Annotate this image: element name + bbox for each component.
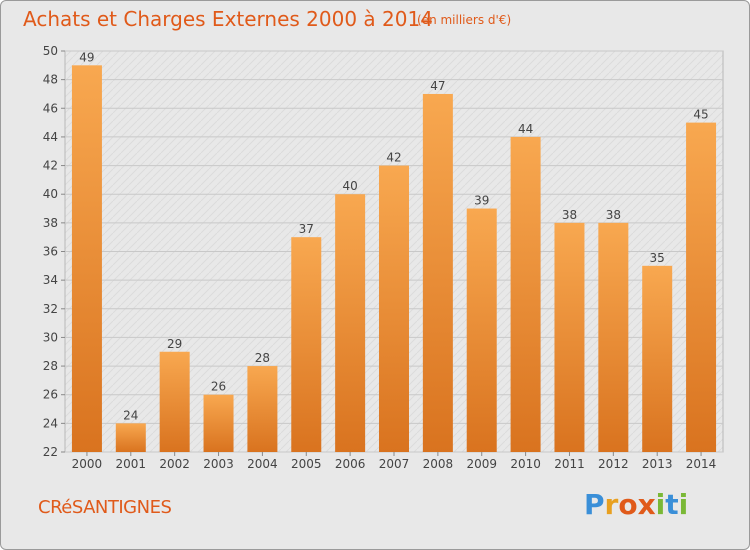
commune-name: CRéSANTIGNES: [38, 497, 172, 518]
logo-letter: t: [665, 488, 679, 521]
bar-2009: [466, 208, 497, 452]
bar-2003: [203, 394, 234, 452]
x-tick-label-2007: 2007: [379, 457, 410, 471]
y-tick-label: 30: [43, 330, 58, 344]
y-tick-label: 40: [43, 187, 58, 201]
y-tick-label: 36: [43, 245, 58, 259]
value-label-2008: 47: [430, 79, 445, 93]
bar-2007: [379, 165, 409, 453]
value-label-2004: 28: [255, 351, 270, 365]
value-label-2000: 49: [79, 50, 94, 64]
value-label-2007: 42: [386, 151, 401, 165]
bar-2014: [686, 122, 717, 452]
bar-2010: [510, 136, 541, 452]
x-tick-label-2002: 2002: [159, 457, 190, 471]
x-tick-label-2001: 2001: [116, 457, 147, 471]
logo-letter: i: [678, 488, 689, 521]
value-label-2002: 29: [167, 337, 182, 351]
logo-letter: x: [637, 488, 656, 521]
value-label-2005: 37: [299, 222, 314, 236]
y-tick-label: 50: [43, 44, 58, 58]
x-tick-label-2013: 2013: [642, 457, 673, 471]
logo-letter: o: [618, 488, 638, 521]
y-tick-label: 28: [43, 359, 58, 373]
value-label-2012: 38: [606, 208, 621, 222]
chart-title: Achats et Charges Externes 2000 à 2014: [23, 7, 433, 31]
y-tick-label: 26: [43, 388, 58, 402]
y-tick-label: 38: [43, 216, 58, 230]
y-tick-label: 48: [43, 73, 58, 87]
logo-letter: r: [604, 488, 619, 521]
bar-2002: [159, 351, 190, 452]
bar-2008: [422, 93, 453, 452]
y-tick-label: 42: [43, 159, 58, 173]
value-label-2014: 45: [693, 108, 708, 122]
bar-2011: [554, 222, 585, 452]
proxiti-logo[interactable]: Proxiti: [584, 488, 688, 521]
value-label-2013: 35: [650, 251, 665, 265]
value-label-2001: 24: [123, 408, 138, 422]
x-tick-label-2004: 2004: [247, 457, 278, 471]
chart-subtitle: (en milliers d'€): [417, 13, 512, 27]
x-tick-label-2006: 2006: [335, 457, 366, 471]
x-tick-label-2000: 2000: [72, 457, 103, 471]
y-tick-label: 34: [43, 273, 58, 287]
y-tick-label: 44: [43, 130, 58, 144]
bar-2006: [335, 194, 366, 452]
y-tick-label: 24: [43, 416, 58, 430]
x-tick-label-2012: 2012: [598, 457, 629, 471]
bar-2012: [598, 222, 629, 452]
value-label-2010: 44: [518, 122, 533, 136]
value-label-2009: 39: [474, 194, 489, 208]
logo-letter: P: [584, 488, 605, 521]
x-tick-label-2005: 2005: [291, 457, 322, 471]
x-tick-label-2003: 2003: [203, 457, 234, 471]
x-tick-label-2010: 2010: [510, 457, 541, 471]
x-tick-label-2009: 2009: [466, 457, 497, 471]
value-label-2011: 38: [562, 208, 577, 222]
x-tick-label-2008: 2008: [423, 457, 454, 471]
value-label-2003: 26: [211, 380, 226, 394]
y-tick-label: 46: [43, 101, 58, 115]
bar-2001: [115, 423, 146, 452]
bar-2005: [291, 237, 322, 452]
logo-letter: i: [655, 488, 666, 521]
x-tick-label-2011: 2011: [554, 457, 585, 471]
bar-2000: [71, 65, 102, 453]
x-tick-label-2014: 2014: [686, 457, 717, 471]
value-label-2006: 40: [342, 179, 357, 193]
y-tick-label: 22: [43, 445, 58, 459]
bar-2013: [642, 265, 673, 452]
y-tick-label: 32: [43, 302, 58, 316]
bar-2004: [247, 366, 278, 452]
